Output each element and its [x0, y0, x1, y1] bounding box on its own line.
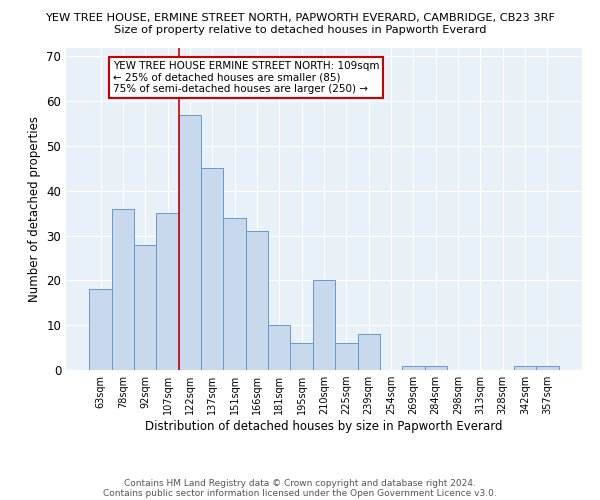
Y-axis label: Number of detached properties: Number of detached properties [28, 116, 41, 302]
Bar [246, 231, 268, 370]
Bar [201, 168, 223, 370]
Bar [290, 343, 313, 370]
Bar [536, 366, 559, 370]
Bar [179, 114, 201, 370]
Bar [134, 244, 157, 370]
Text: YEW TREE HOUSE ERMINE STREET NORTH: 109sqm
← 25% of detached houses are smaller : YEW TREE HOUSE ERMINE STREET NORTH: 109s… [113, 61, 379, 94]
Text: Contains public sector information licensed under the Open Government Licence v3: Contains public sector information licen… [103, 488, 497, 498]
Bar [268, 325, 290, 370]
Bar [112, 209, 134, 370]
Bar [514, 366, 536, 370]
Bar [89, 290, 112, 370]
Text: Size of property relative to detached houses in Papworth Everard: Size of property relative to detached ho… [114, 25, 486, 35]
Bar [425, 366, 447, 370]
Bar [358, 334, 380, 370]
Bar [223, 218, 246, 370]
Text: YEW TREE HOUSE, ERMINE STREET NORTH, PAPWORTH EVERARD, CAMBRIDGE, CB23 3RF: YEW TREE HOUSE, ERMINE STREET NORTH, PAP… [45, 12, 555, 22]
Bar [157, 213, 179, 370]
Bar [313, 280, 335, 370]
X-axis label: Distribution of detached houses by size in Papworth Everard: Distribution of detached houses by size … [145, 420, 503, 433]
Text: Contains HM Land Registry data © Crown copyright and database right 2024.: Contains HM Land Registry data © Crown c… [124, 478, 476, 488]
Bar [402, 366, 425, 370]
Bar [335, 343, 358, 370]
